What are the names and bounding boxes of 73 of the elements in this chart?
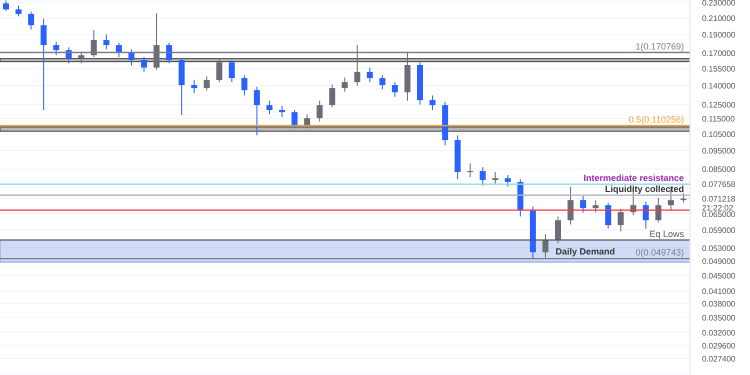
y-tick-label: 0.170000 <box>702 49 736 58</box>
candlestick <box>504 174 511 188</box>
candlestick <box>430 94 436 111</box>
candlestick <box>580 195 586 214</box>
candlestick <box>266 100 272 115</box>
candlestick <box>103 34 110 50</box>
y-tick-label: 0.095000 <box>702 146 736 156</box>
candlestick <box>3 0 9 12</box>
y-tick-label: 0.041000 <box>702 286 736 296</box>
y-tick-label: 0.027400 <box>702 354 736 364</box>
ref-line-label: 0(0.049743) <box>635 248 684 258</box>
candlestick <box>28 11 34 30</box>
candlestick <box>204 76 210 92</box>
candlestick <box>90 30 97 58</box>
candlestick <box>316 100 323 122</box>
candlestick <box>40 18 47 111</box>
candlestick <box>618 208 624 232</box>
ref-line-label: 1(0.170769) <box>635 41 684 52</box>
candlestick <box>216 58 222 83</box>
candlestick <box>78 52 84 64</box>
candlestick <box>555 216 561 244</box>
candlestick <box>329 84 336 108</box>
ref-line-label: Eq Lows <box>649 229 684 240</box>
candlestick <box>279 105 285 118</box>
candlestick <box>680 192 686 204</box>
candlestick <box>392 82 398 98</box>
y-tick-label: 0.029600 <box>702 341 736 350</box>
candlestick <box>342 77 348 92</box>
ref-line-label: 0.5(0.110256) <box>628 114 684 125</box>
candlestick <box>154 12 160 70</box>
candlestick <box>254 86 260 136</box>
candlestick <box>292 110 298 129</box>
candlestick <box>116 42 122 58</box>
y-tick-label: 0.125000 <box>702 100 736 110</box>
candlestick <box>542 234 548 258</box>
candlestick <box>379 74 386 90</box>
candlestick <box>366 67 373 83</box>
candlestick <box>492 172 498 184</box>
y-tick-label: 0.049000 <box>702 257 736 266</box>
y-tick-label: 0.230000 <box>702 0 736 8</box>
y-tick-label: 0.053000 <box>702 244 736 254</box>
candlestick <box>568 186 574 226</box>
candlestick <box>354 44 360 86</box>
ref-line-label: Intermediate resistance <box>583 173 684 184</box>
candlestick <box>141 56 147 72</box>
y-tick-label: 0.155000 <box>702 64 736 74</box>
y-tick-label: 0.038000 <box>702 300 736 309</box>
candlestick <box>53 41 60 56</box>
candlestick <box>304 114 310 129</box>
candlestick <box>166 42 172 64</box>
y-tick-label: 0.105000 <box>702 130 736 139</box>
candlestick <box>16 5 22 17</box>
y-tick-label: 0.032000 <box>702 328 736 338</box>
y-tick-label: 0.045000 <box>702 271 736 280</box>
candlestick <box>128 48 134 66</box>
y-tick-label: 0.035000 <box>702 313 736 322</box>
y-tick-label: 0.210000 <box>702 14 736 23</box>
y-tick-label: 0.190000 <box>702 30 736 40</box>
candlestick <box>241 74 248 96</box>
candlestick <box>642 201 649 230</box>
candlestick <box>605 202 612 230</box>
y-tick-label: 0.077658 <box>702 180 736 190</box>
candlestick <box>655 197 662 223</box>
candlestick <box>467 162 474 178</box>
candlestick <box>592 200 599 214</box>
band-label: Daily Demand <box>555 246 615 256</box>
y-tick-label: 0.059000 <box>702 226 736 236</box>
y-tick-label: 0.140000 <box>702 82 736 91</box>
y-tick-label: 0.085000 <box>702 165 736 174</box>
candlestick <box>191 79 198 94</box>
candlestick <box>228 60 235 83</box>
y-tick-label: 0.115000 <box>702 114 736 124</box>
candlestick <box>480 166 486 186</box>
